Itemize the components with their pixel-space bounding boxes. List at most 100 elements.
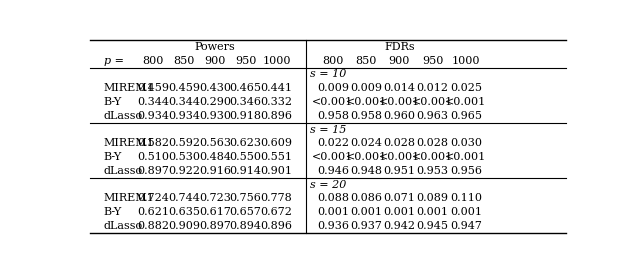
Text: 0.086: 0.086: [350, 193, 382, 203]
Text: dLasso: dLasso: [104, 111, 143, 121]
Text: 0.956: 0.956: [450, 166, 482, 176]
Text: 0.922: 0.922: [168, 166, 200, 176]
Text: 0.484: 0.484: [199, 152, 231, 162]
Text: 0.430: 0.430: [199, 83, 231, 93]
Text: <0.001: <0.001: [379, 97, 420, 107]
Text: 0.024: 0.024: [350, 138, 382, 148]
Text: 0.009: 0.009: [350, 83, 382, 93]
Text: MIREM1: MIREM1: [104, 138, 154, 148]
Text: 0.344: 0.344: [168, 97, 200, 107]
Text: <0.001: <0.001: [346, 152, 387, 162]
Text: 0.609: 0.609: [260, 138, 292, 148]
Text: <0.001: <0.001: [412, 97, 453, 107]
Text: 0.896: 0.896: [260, 221, 292, 231]
Text: 0.290: 0.290: [199, 97, 231, 107]
Text: 0.934: 0.934: [168, 111, 200, 121]
Text: 0.028: 0.028: [417, 138, 449, 148]
Text: 0.960: 0.960: [383, 111, 415, 121]
Text: 0.947: 0.947: [450, 221, 482, 231]
Text: 0.551: 0.551: [260, 152, 292, 162]
Text: s = 20: s = 20: [310, 180, 346, 189]
Text: 0.071: 0.071: [383, 193, 415, 203]
Text: 0.672: 0.672: [260, 207, 292, 217]
Text: 0.930: 0.930: [199, 111, 231, 121]
Text: 0.623: 0.623: [230, 138, 262, 148]
Text: 0.001: 0.001: [417, 207, 449, 217]
Text: 0.001: 0.001: [450, 207, 482, 217]
Text: 0.582: 0.582: [138, 138, 170, 148]
Text: 0.025: 0.025: [450, 83, 482, 93]
Text: 0.459: 0.459: [168, 83, 200, 93]
Text: 0.916: 0.916: [199, 166, 231, 176]
Text: 0.001: 0.001: [317, 207, 349, 217]
Text: 0.897: 0.897: [138, 166, 170, 176]
Text: 0.918: 0.918: [230, 111, 262, 121]
Text: 0.882: 0.882: [138, 221, 170, 231]
Text: FDRs: FDRs: [384, 42, 415, 52]
Text: 0.344: 0.344: [138, 97, 170, 107]
Text: 0.965: 0.965: [450, 111, 482, 121]
Text: 0.617: 0.617: [199, 207, 231, 217]
Text: MIREM1: MIREM1: [104, 193, 154, 203]
Text: 0.942: 0.942: [383, 221, 415, 231]
Text: 0.012: 0.012: [417, 83, 449, 93]
Text: <0.001: <0.001: [312, 152, 353, 162]
Text: 0.744: 0.744: [168, 193, 200, 203]
Text: s = 15: s = 15: [310, 124, 346, 135]
Text: 0.530: 0.530: [168, 152, 200, 162]
Text: p =: p =: [104, 56, 124, 66]
Text: 1000: 1000: [262, 56, 291, 66]
Text: 0.001: 0.001: [350, 207, 382, 217]
Text: 0.110: 0.110: [450, 193, 482, 203]
Text: 0.724: 0.724: [138, 193, 170, 203]
Text: dLasso: dLasso: [104, 166, 143, 176]
Text: <0.001: <0.001: [412, 152, 453, 162]
Text: 0.946: 0.946: [317, 166, 349, 176]
Text: <0.001: <0.001: [445, 152, 486, 162]
Text: 0.014: 0.014: [383, 83, 415, 93]
Text: 0.030: 0.030: [450, 138, 482, 148]
Text: 0.346: 0.346: [230, 97, 262, 107]
Text: 0.635: 0.635: [168, 207, 200, 217]
Text: 0.897: 0.897: [199, 221, 231, 231]
Text: <0.001: <0.001: [346, 97, 387, 107]
Text: 0.914: 0.914: [230, 166, 262, 176]
Text: 950: 950: [422, 56, 444, 66]
Text: 0.723: 0.723: [199, 193, 231, 203]
Text: 0.459: 0.459: [138, 83, 170, 93]
Text: 0.465: 0.465: [230, 83, 262, 93]
Text: 0.022: 0.022: [317, 138, 349, 148]
Text: 800: 800: [323, 56, 344, 66]
Text: 900: 900: [204, 56, 225, 66]
Text: B-Y: B-Y: [104, 97, 122, 107]
Text: 0.778: 0.778: [260, 193, 292, 203]
Text: 0.953: 0.953: [417, 166, 449, 176]
Text: 0.934: 0.934: [138, 111, 170, 121]
Text: 950: 950: [235, 56, 257, 66]
Text: B-Y: B-Y: [104, 207, 122, 217]
Text: 0.657: 0.657: [230, 207, 262, 217]
Text: 0.963: 0.963: [417, 111, 449, 121]
Text: 0.089: 0.089: [417, 193, 449, 203]
Text: 0.937: 0.937: [350, 221, 382, 231]
Text: 0.088: 0.088: [317, 193, 349, 203]
Text: 850: 850: [355, 56, 377, 66]
Text: 0.028: 0.028: [383, 138, 415, 148]
Text: 0.951: 0.951: [383, 166, 415, 176]
Text: 0.756: 0.756: [230, 193, 262, 203]
Text: s = 10: s = 10: [310, 69, 346, 80]
Text: B-Y: B-Y: [104, 152, 122, 162]
Text: 0.510: 0.510: [138, 152, 170, 162]
Text: <0.001: <0.001: [379, 152, 420, 162]
Text: 0.550: 0.550: [230, 152, 262, 162]
Text: 800: 800: [143, 56, 164, 66]
Text: dLasso: dLasso: [104, 221, 143, 231]
Text: 0.958: 0.958: [317, 111, 349, 121]
Text: 1000: 1000: [452, 56, 480, 66]
Text: 0.909: 0.909: [168, 221, 200, 231]
Text: Powers: Powers: [195, 42, 236, 52]
Text: 0.441: 0.441: [260, 83, 292, 93]
Text: 0.621: 0.621: [138, 207, 170, 217]
Text: 0.901: 0.901: [260, 166, 292, 176]
Text: 0.896: 0.896: [260, 111, 292, 121]
